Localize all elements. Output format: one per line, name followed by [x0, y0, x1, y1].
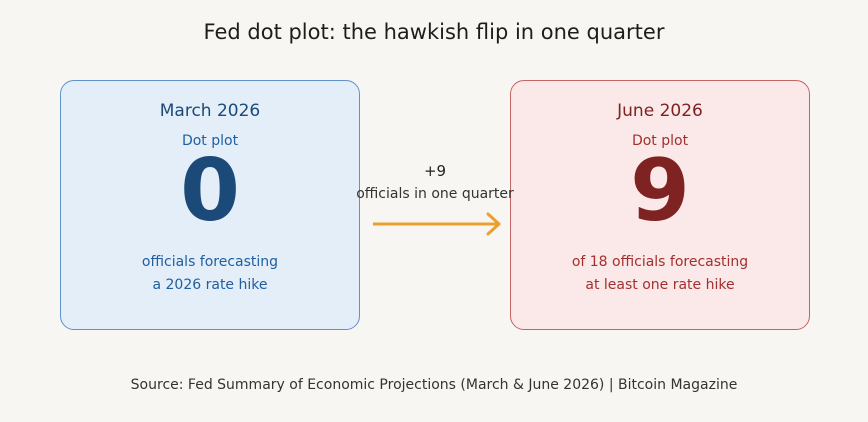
card-heading: March 2026 [159, 101, 261, 121]
card-heading: June 2026 [617, 101, 703, 121]
card-caption: officials forecasting [141, 254, 279, 270]
card-subheading: Dot plot [181, 133, 239, 149]
card-number: 0 [180, 141, 240, 241]
card-number: 9 [630, 141, 690, 241]
card-caption: a 2026 rate hike [152, 277, 268, 293]
change-delta: +9 [423, 162, 447, 180]
card: March 2026 Dot plot 0 officials forecast… [60, 80, 360, 330]
card-caption: of 18 officials forecasting [571, 254, 749, 270]
card: June 2026 Dot plot 9 of 18 officials for… [510, 80, 810, 330]
source: Source: Fed Summary of Economic Projecti… [130, 377, 738, 393]
card-subheading: Dot plot [631, 133, 689, 149]
card-caption: at least one rate hike [585, 277, 735, 293]
title: Fed dot plot: the hawkish flip in one qu… [203, 20, 665, 44]
arrow-head [486, 212, 501, 236]
change-label: officials in one quarter [356, 186, 514, 202]
